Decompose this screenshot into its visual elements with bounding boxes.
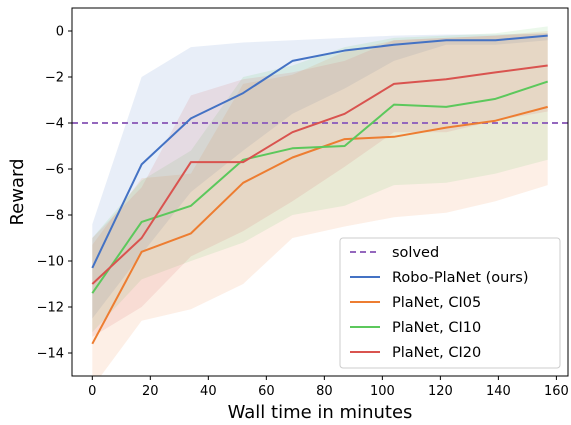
y-tick-label: −8 bbox=[45, 209, 64, 224]
x-tick-label: 120 bbox=[428, 384, 453, 399]
legend-box bbox=[339, 237, 561, 369]
robo-planet-ours-line bbox=[91, 34, 548, 269]
y-tick-label: −10 bbox=[37, 255, 64, 270]
planet-ci20-legend-label: PlaNet, CI20 bbox=[392, 345, 481, 361]
y-tick-label: −14 bbox=[37, 347, 64, 362]
y-axis-label: Reward bbox=[7, 158, 28, 225]
y-tick-label: −12 bbox=[37, 301, 64, 316]
x-tick-label: 60 bbox=[258, 384, 275, 399]
x-tick-label: 160 bbox=[544, 384, 569, 399]
planet-ci10-line bbox=[91, 80, 549, 294]
x-tick-label: 20 bbox=[142, 384, 159, 399]
plot-frame bbox=[71, 7, 569, 377]
y-tick-label: −6 bbox=[45, 163, 64, 178]
legend: solved Robo-PlaNet (ours) PlaNet, CI05 PlaN… bbox=[339, 237, 561, 369]
y-tick-label: −4 bbox=[45, 117, 64, 132]
robo-planet-ours-band bbox=[92, 33, 548, 319]
x-tick-label: 80 bbox=[316, 384, 333, 399]
x-tick-label: 100 bbox=[370, 384, 395, 399]
x-tick-label: 140 bbox=[486, 384, 511, 399]
robo-planet-ours-legend-label: Robo-PlaNet (ours) bbox=[392, 270, 528, 286]
planet-ci20-line bbox=[91, 64, 548, 285]
planet-ci10-band bbox=[92, 26, 548, 333]
planet-ci20-band bbox=[92, 33, 548, 337]
y-tick-label: 0 bbox=[56, 25, 64, 40]
confidence-bands bbox=[92, 26, 548, 376]
planet-ci05-band bbox=[92, 31, 548, 376]
solved-legend-label: solved bbox=[392, 245, 439, 261]
planet-ci05-line bbox=[91, 105, 548, 345]
x-tick-label: 0 bbox=[88, 384, 96, 399]
planet-ci10-legend-label: PlaNet, CI10 bbox=[392, 320, 481, 336]
y-axis-ticks: 0 −2 −4 −6 −8 −10 −12 −14 bbox=[37, 25, 72, 362]
x-tick-label: 40 bbox=[200, 384, 217, 399]
y-tick-label: −2 bbox=[45, 71, 64, 86]
planet-ci05-legend-label: PlaNet, CI05 bbox=[392, 295, 481, 311]
x-axis-ticks: 0 20 40 60 80 100 120 140 160 bbox=[88, 376, 569, 399]
series-lines bbox=[72, 34, 568, 345]
x-axis-label: Wall time in minutes bbox=[228, 402, 413, 423]
